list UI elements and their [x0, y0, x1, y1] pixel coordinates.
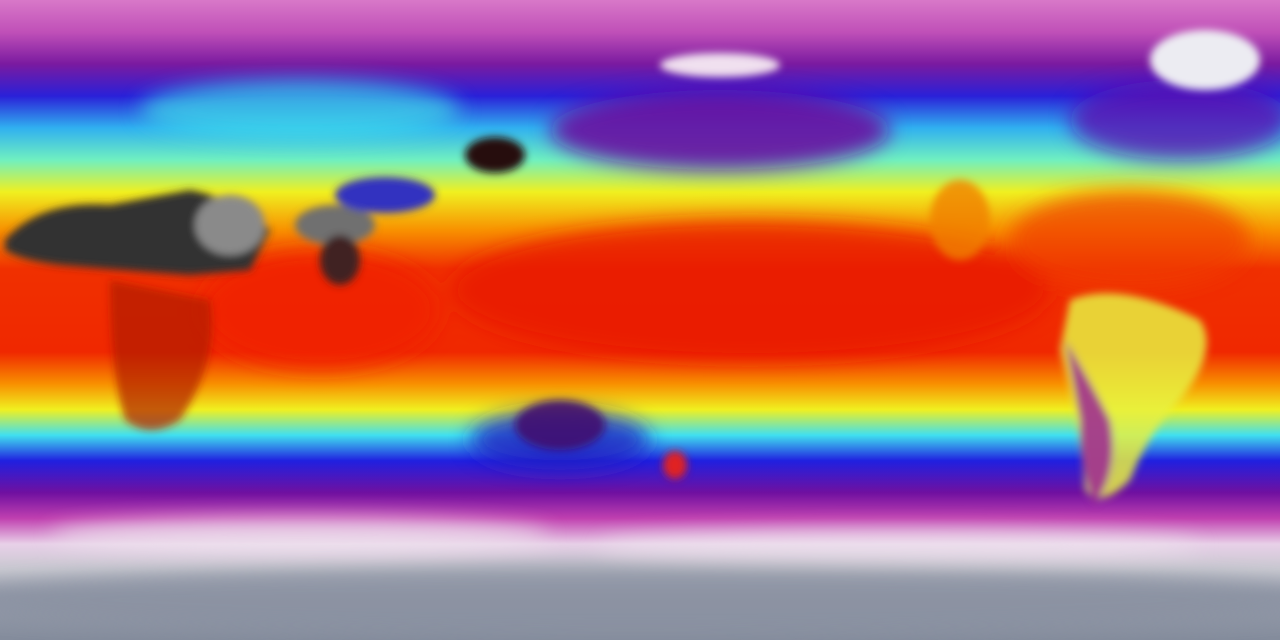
land-features: [5, 30, 1260, 505]
arabia-hot: [295, 205, 375, 245]
antarctica-grey: [0, 565, 1280, 635]
north-atlantic-cold: [1070, 80, 1280, 160]
india: [320, 235, 360, 285]
new-zealand: [663, 451, 687, 479]
atlantic-warm: [1010, 190, 1250, 290]
patagonia-andes: [1065, 340, 1113, 505]
eurasia-north: [140, 80, 460, 140]
sahara-core: [195, 195, 265, 255]
china-desert: [465, 137, 525, 173]
africa-south: [110, 280, 212, 430]
antarctic-swirls: [0, 517, 1280, 635]
australia: [515, 400, 605, 450]
tibet-cold: [335, 177, 435, 213]
greenland-ice: [1150, 30, 1260, 90]
north-ice: [660, 53, 780, 77]
central-pacific-warm: [450, 220, 1050, 360]
antarctic-white-band-east: [600, 529, 1200, 561]
mexico-warm: [930, 180, 990, 260]
indian-ocean-warm: [200, 250, 440, 370]
north-pacific-cold: [550, 90, 890, 170]
antarctic-white-band-west: [50, 517, 550, 553]
